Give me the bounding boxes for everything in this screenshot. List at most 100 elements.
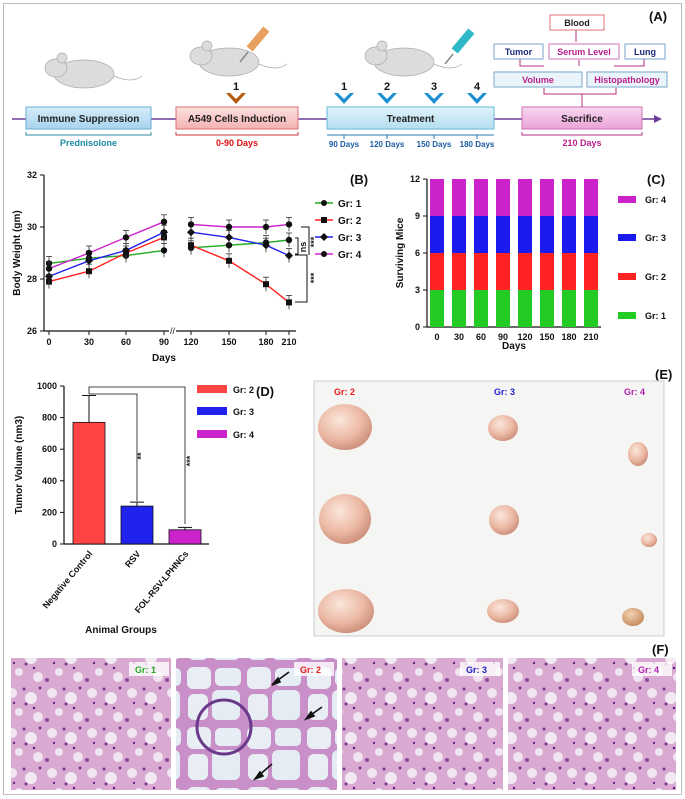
mouse-icon [189,40,288,77]
stacked-bar-segment [540,290,554,327]
x-tick-label: 90 [498,332,508,342]
x-tick-label: 60 [476,332,486,342]
stacked-bar-segment [562,253,576,290]
legend-swatch [618,273,636,280]
histology-label-gr4: Gr: 4 [638,665,659,675]
histology-label-gr2: Gr: 2 [300,665,321,675]
x-axis-title: Days [152,353,176,364]
legend-swatch [197,385,227,393]
legend-label: Gr: 2 [233,385,254,395]
treatment-day-label: 150 Days [417,140,452,149]
data-point [225,233,233,242]
induction-title: A549 Cells Induction [188,114,286,125]
significance-bracket [295,254,308,303]
series-line [48,221,165,270]
x-tick-label: 60 [121,337,131,347]
mouse-icon [364,40,463,77]
sacrifice-title: Sacrifice [561,114,603,125]
series-line [48,231,165,278]
stacked-bar-segment [584,290,598,327]
y-tick-label: 400 [42,476,57,486]
bar [168,529,202,545]
outcome-tree [519,30,645,107]
stacked-bar-segment [430,216,444,253]
induction-sub: 0-90 Days [216,138,258,148]
blood-box [549,14,605,31]
treatment-box [326,106,495,130]
treatment-marker-number: 4 [474,81,481,93]
stacked-bar-segment [474,216,488,253]
series-line [190,223,290,228]
stacked-bar-segment [474,290,488,327]
data-point [187,228,195,237]
y-tick-label: 30 [27,222,37,232]
bar [120,505,154,545]
serum-label: Serum Level [557,47,611,57]
stacked-bar-segment [562,216,576,253]
tumor-photo-label-gr4: Gr: 4 [624,387,645,397]
syringe-icon [444,28,475,65]
data-point [285,236,293,244]
data-point [45,272,53,281]
x-tick-label: 30 [84,337,94,347]
legend-label: Gr: 3 [645,233,666,243]
x-tick-label: 120 [183,337,198,347]
stacked-bar-segment [584,253,598,290]
y-tick-label: 3 [415,285,420,295]
x-tick-label: 210 [281,337,296,347]
panel-label-f: (F) [652,642,669,657]
y-axis-title: Tumor Volume (nm3) [14,416,25,515]
data-point [45,265,53,272]
tumor-volume-chart: 0 200 400 600 800 1000 Negative Control RSVFOL-… [14,381,254,636]
immune-sub: Prednisolone [60,138,117,148]
y-tick-label: 12 [410,174,420,184]
x-tick-label: 30 [454,332,464,342]
y-tick-label: 32 [27,170,37,180]
x-tick-label: 120 [517,332,532,342]
induction-box [175,106,299,130]
panel-label-b: (B) [350,172,368,187]
histology-gr2-vessel [195,698,253,756]
histology-gr4 [508,658,676,790]
significance-label: ** [136,452,146,460]
x-tick-label: 180 [561,332,576,342]
legend-label: Gr: 4 [233,430,254,440]
y-tick-label: 1000 [37,381,57,391]
data-point [122,234,130,241]
data-point [85,256,93,265]
stacked-bar-segment [518,179,532,216]
data-point [85,249,93,257]
series-line [190,244,290,303]
stacked-bar-segment [430,179,444,216]
data-point [188,242,194,249]
x-tick-label: 150 [539,332,554,342]
treatment-day-label: 120 Days [370,140,405,149]
blood-label: Blood [564,18,590,28]
legend-label: Gr: 3 [338,233,362,244]
figure-canvas: (A) Immune Suppression Prednisolone 1 A5… [11,9,676,790]
bar [72,421,106,545]
stacked-bar-segment [496,179,510,216]
panel-label-c: (C) [647,172,665,187]
data-point [86,268,92,275]
x-tick-label: Negative Control [41,549,95,611]
immune-suppression-box [25,106,152,130]
sacrifice-bracket [521,132,643,136]
lung-box [624,43,666,60]
y-tick-label: 800 [42,413,57,423]
stacked-bar-segment [430,290,444,327]
x-tick-label: 0 [434,332,439,342]
legend-swatch [618,196,636,203]
treatment-chevron-icon [377,93,397,104]
legend-swatch [197,407,227,415]
histology-label-box [460,662,500,676]
histopathology-label: Histopathology [594,75,660,85]
data-point [160,247,168,254]
x-axis-title: Days [502,341,526,352]
legend-marker [321,200,327,206]
induction-chevron-icon [226,93,246,104]
tumor-photo-label-gr3: Gr: 3 [494,387,515,397]
data-point [225,242,233,249]
x-axis-title: Animal Groups [85,625,157,636]
